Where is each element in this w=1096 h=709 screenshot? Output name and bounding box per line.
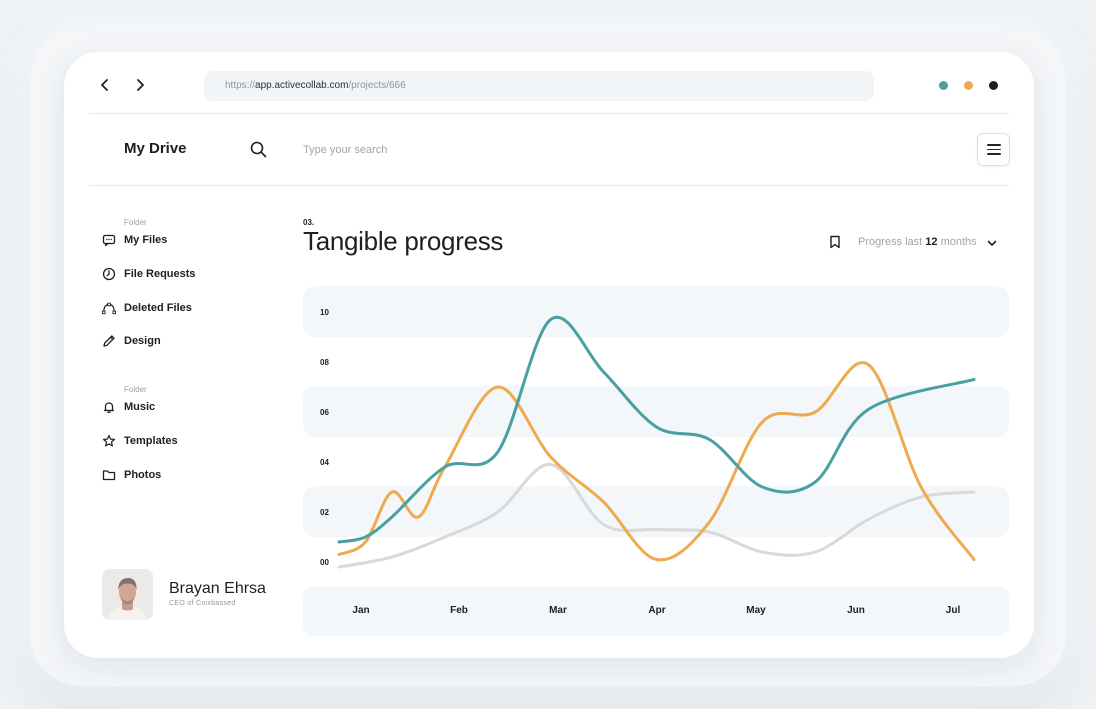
sidebar-item-photos[interactable]: Photos: [102, 467, 161, 483]
sidebar-item-label: Templates: [124, 435, 178, 447]
sidebar-item-label: My Files: [124, 234, 168, 246]
x-tick-label: May: [746, 605, 766, 616]
x-tick-label: Mar: [549, 605, 567, 616]
period-prefix: Progress last: [858, 236, 923, 248]
url-scheme: https://: [225, 80, 256, 91]
period-value: 12: [925, 236, 938, 248]
bookmark-icon[interactable]: [829, 235, 841, 254]
x-tick-label: Jul: [945, 605, 961, 616]
url-host: app.activecollab.com: [255, 80, 349, 91]
sidebar-item-label: Deleted Files: [124, 302, 192, 314]
search-icon[interactable]: [250, 141, 267, 163]
chevron-down-icon[interactable]: [986, 236, 998, 254]
x-axis-bar: [303, 586, 1009, 636]
menu-button[interactable]: [977, 133, 1010, 166]
folder-group-label: Folder: [124, 385, 147, 394]
sidebar-item-label: File Requests: [124, 268, 196, 280]
drive-title: My Drive: [124, 140, 187, 157]
address-bar[interactable]: https://app.activecollab.com/projects/66…: [204, 71, 874, 101]
avatar[interactable]: [102, 569, 153, 620]
bezier-icon: [102, 301, 116, 315]
pencil-icon: [102, 334, 116, 348]
sidebar-item-label: Photos: [124, 469, 162, 481]
hamburger-icon-bar: [986, 153, 1001, 155]
window-dot-teal[interactable]: [939, 81, 948, 90]
user-role: CEO of Coixbassed: [169, 600, 236, 607]
x-tick-label: Apr: [648, 605, 666, 616]
sidebar-item-design[interactable]: Design: [102, 333, 161, 349]
x-tick-label: Jan: [352, 605, 370, 616]
folder-icon: [102, 468, 116, 482]
bell-icon: [102, 400, 116, 414]
sidebar-item-my-files[interactable]: My Files: [102, 232, 167, 248]
sidebar-item-deleted-files[interactable]: Deleted Files: [102, 300, 192, 316]
section-number: 03.: [303, 218, 315, 227]
hamburger-icon-bar: [986, 148, 1001, 151]
back-button[interactable]: [96, 76, 114, 94]
window-dot-orange[interactable]: [964, 81, 973, 90]
star-icon: [102, 434, 116, 448]
sidebar-item-templates[interactable]: Templates: [102, 433, 178, 449]
x-tick-label: Feb: [450, 605, 468, 616]
section-title: Tangible progress: [303, 226, 504, 256]
chat-icon: [102, 233, 116, 247]
chrome-divider: [89, 113, 1009, 114]
sidebar-item-label: Music: [124, 401, 156, 413]
folder-group-label: Folder: [124, 218, 147, 227]
sidebar-item-music[interactable]: Music: [102, 399, 155, 415]
header-divider: [89, 185, 1009, 186]
search-input[interactable]: [303, 140, 703, 160]
clock-icon: [102, 267, 116, 281]
period-select[interactable]: Progress last 12 months: [858, 236, 977, 248]
sidebar-item-label: Design: [124, 335, 161, 347]
user-name: Brayan Ehrsa: [169, 580, 266, 597]
period-suffix: months: [940, 236, 977, 248]
url-path: /projects/666: [348, 80, 406, 91]
chevron-right-icon: [137, 79, 144, 91]
x-tick-label: Jun: [847, 605, 865, 616]
hamburger-icon-bar: [986, 144, 1001, 146]
window-dot-black[interactable]: [989, 81, 998, 90]
forward-button[interactable]: [131, 76, 149, 94]
chevron-left-icon: [101, 79, 108, 91]
sidebar-item-file-requests[interactable]: File Requests: [102, 266, 196, 282]
